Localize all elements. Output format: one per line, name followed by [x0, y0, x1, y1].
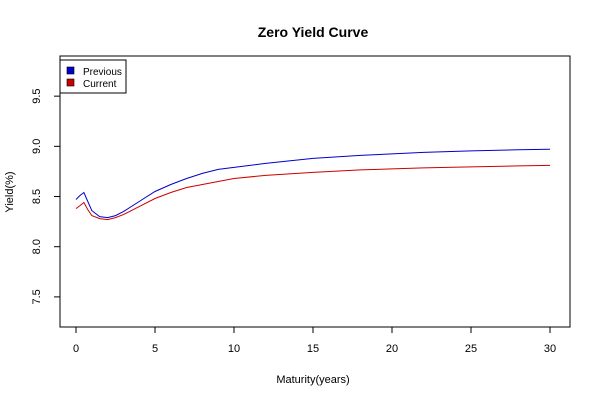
legend-label-current: Current — [83, 79, 117, 90]
y-axis: 7.5 8.0 8.5 9.0 9.5 — [31, 88, 61, 305]
x-tick-label: 5 — [152, 343, 158, 355]
x-tick-label: 20 — [386, 343, 398, 355]
legend-swatch-current — [66, 78, 75, 87]
legend: Previous Current — [59, 59, 127, 94]
x-axis-label: Maturity(years) — [276, 374, 349, 386]
y-axis-label: Yield(%) — [4, 171, 16, 212]
y-tick-label: 7.5 — [31, 289, 43, 304]
y-tick-label: 9.0 — [31, 139, 43, 154]
legend-swatch-previous — [66, 66, 75, 75]
series-line-current — [75, 164, 551, 221]
x-tick-label: 15 — [307, 343, 319, 355]
y-tick-label: 8.0 — [31, 239, 43, 254]
y-tick-label: 8.5 — [31, 189, 43, 204]
chart-title: Zero Yield Curve — [258, 24, 369, 40]
series-layer — [75, 148, 551, 221]
legend-box — [59, 59, 127, 94]
x-axis: 0 5 10 15 20 25 30 — [73, 326, 556, 355]
x-tick-label: 25 — [465, 343, 477, 355]
x-tick-label: 30 — [544, 343, 556, 355]
legend-label-previous: Previous — [83, 67, 122, 78]
plot-area — [59, 55, 571, 328]
x-tick-label: 0 — [73, 343, 79, 355]
x-tick-label: 10 — [228, 343, 240, 355]
series-line-previous — [75, 148, 551, 219]
y-tick-label: 9.5 — [31, 88, 43, 103]
